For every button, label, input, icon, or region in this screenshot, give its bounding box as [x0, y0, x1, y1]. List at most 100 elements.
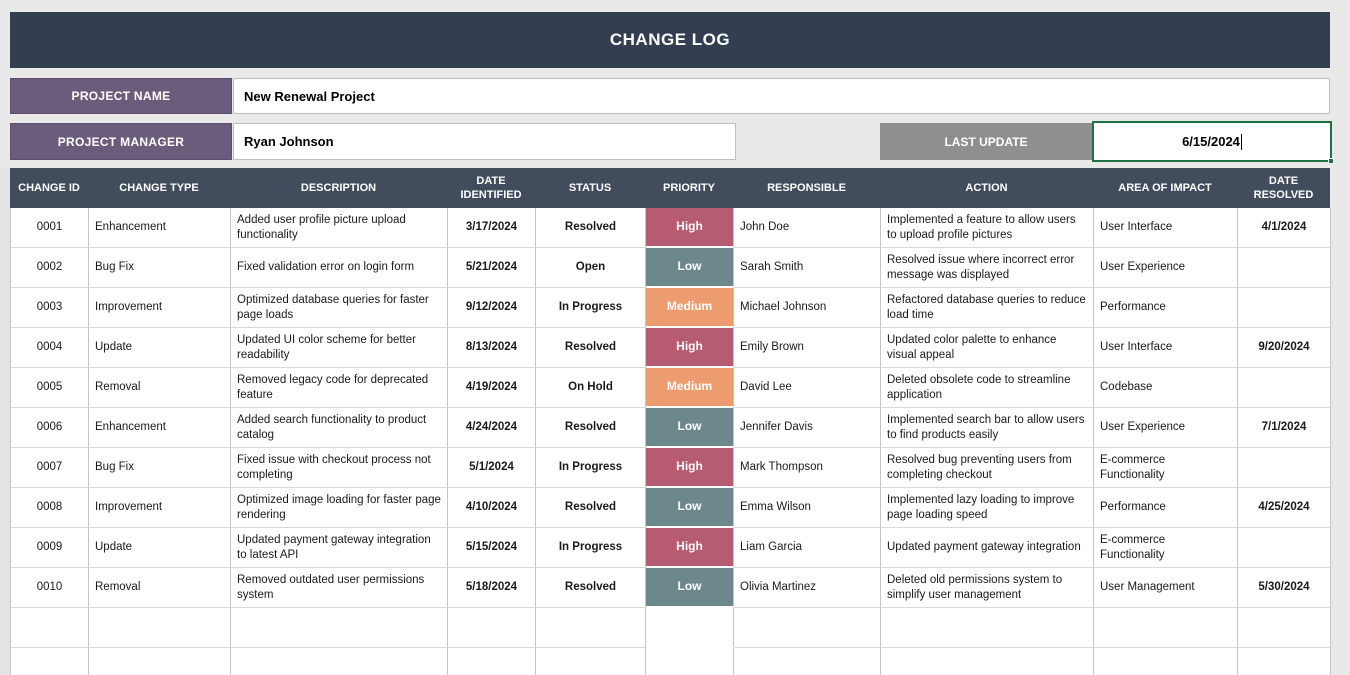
cell-date-identified[interactable]: 4/19/2024	[448, 368, 536, 408]
cell-id[interactable]: 0010	[11, 568, 89, 608]
cell-status[interactable]: Open	[536, 248, 646, 288]
cell-date-resolved[interactable]: 9/20/2024	[1238, 328, 1331, 368]
cell-id[interactable]: 0002	[11, 248, 89, 288]
cell-area[interactable]: User Interface	[1094, 208, 1238, 248]
cell-description[interactable]: Updated payment gateway integration to l…	[231, 528, 448, 568]
cell-status[interactable]: On Hold	[536, 368, 646, 408]
cell-date-resolved[interactable]	[1238, 608, 1331, 648]
cell-status[interactable]: Resolved	[536, 208, 646, 248]
cell-area[interactable]	[1094, 608, 1238, 648]
cell-description[interactable]: Added user profile picture upload functi…	[231, 208, 448, 248]
cell-id[interactable]: 0004	[11, 328, 89, 368]
cell-responsible[interactable]: Michael Johnson	[734, 288, 881, 328]
cell-date-identified[interactable]: 5/18/2024	[448, 568, 536, 608]
cell-date-identified[interactable]: 3/17/2024	[448, 208, 536, 248]
cell-status[interactable]: In Progress	[536, 448, 646, 488]
cell-date-identified[interactable]: 5/15/2024	[448, 528, 536, 568]
cell-date-resolved[interactable]: 5/30/2024	[1238, 568, 1331, 608]
cell-priority[interactable]: Medium	[646, 288, 734, 328]
cell-id[interactable]: 0006	[11, 408, 89, 448]
cell-responsible[interactable]: Emma Wilson	[734, 488, 881, 528]
cell-priority[interactable]: High	[646, 528, 734, 568]
cell-description[interactable]: Removed legacy code for deprecated featu…	[231, 368, 448, 408]
selection-fill-handle[interactable]	[1328, 158, 1334, 164]
cell-priority[interactable]: Medium	[646, 368, 734, 408]
cell-date-resolved[interactable]	[1238, 648, 1331, 675]
cell-id[interactable]: 0008	[11, 488, 89, 528]
cell-area[interactable]	[1094, 648, 1238, 675]
cell-action[interactable]: Refactored database queries to reduce lo…	[881, 288, 1094, 328]
last-update-input[interactable]: 6/15/2024	[1092, 121, 1334, 164]
cell-type[interactable]: Removal	[89, 568, 231, 608]
cell-status[interactable]: Resolved	[536, 488, 646, 528]
cell-responsible[interactable]: John Doe	[734, 208, 881, 248]
cell-responsible[interactable]	[734, 608, 881, 648]
cell-date-resolved[interactable]	[1238, 248, 1331, 288]
cell-priority[interactable]: High	[646, 448, 734, 488]
cell-priority[interactable]	[646, 608, 734, 648]
cell-priority[interactable]: Low	[646, 488, 734, 528]
cell-date-identified[interactable]: 4/10/2024	[448, 488, 536, 528]
cell-date-identified[interactable]: 5/1/2024	[448, 448, 536, 488]
cell-description[interactable]: Optimized image loading for faster page …	[231, 488, 448, 528]
cell-id[interactable]: 0009	[11, 528, 89, 568]
cell-action[interactable]: Deleted obsolete code to streamline appl…	[881, 368, 1094, 408]
cell-id[interactable]: 0001	[11, 208, 89, 248]
cell-priority[interactable]: Low	[646, 568, 734, 608]
cell-type[interactable]: Removal	[89, 368, 231, 408]
cell-action[interactable]: Updated color palette to enhance visual …	[881, 328, 1094, 368]
cell-area[interactable]: E-commerce Functionality	[1094, 448, 1238, 488]
cell-description[interactable]: Updated UI color scheme for better reada…	[231, 328, 448, 368]
cell-type[interactable]	[89, 648, 231, 675]
cell-type[interactable]: Enhancement	[89, 208, 231, 248]
cell-action[interactable]: Deleted old permissions system to simpli…	[881, 568, 1094, 608]
cell-type[interactable]: Enhancement	[89, 408, 231, 448]
cell-status[interactable]	[536, 608, 646, 648]
cell-area[interactable]: User Experience	[1094, 248, 1238, 288]
cell-status[interactable]: Resolved	[536, 408, 646, 448]
cell-area[interactable]: User Interface	[1094, 328, 1238, 368]
cell-date-identified[interactable]: 8/13/2024	[448, 328, 536, 368]
cell-date-identified[interactable]: 9/12/2024	[448, 288, 536, 328]
cell-type[interactable]	[89, 608, 231, 648]
cell-date-resolved[interactable]	[1238, 448, 1331, 488]
cell-action[interactable]: Implemented search bar to allow users to…	[881, 408, 1094, 448]
cell-date-resolved[interactable]: 4/1/2024	[1238, 208, 1331, 248]
cell-responsible[interactable]: Liam Garcia	[734, 528, 881, 568]
cell-date-resolved[interactable]: 4/25/2024	[1238, 488, 1331, 528]
cell-action[interactable]: Resolved issue where incorrect error mes…	[881, 248, 1094, 288]
cell-type[interactable]: Update	[89, 528, 231, 568]
cell-responsible[interactable]: Sarah Smith	[734, 248, 881, 288]
cell-date-identified[interactable]	[448, 608, 536, 648]
cell-area[interactable]: E-commerce Functionality	[1094, 528, 1238, 568]
cell-id[interactable]	[11, 648, 89, 675]
cell-action[interactable]: Resolved bug preventing users from compl…	[881, 448, 1094, 488]
cell-area[interactable]: User Experience	[1094, 408, 1238, 448]
cell-date-identified[interactable]	[448, 648, 536, 675]
cell-responsible[interactable]: Emily Brown	[734, 328, 881, 368]
cell-description[interactable]: Optimized database queries for faster pa…	[231, 288, 448, 328]
cell-priority[interactable]: High	[646, 328, 734, 368]
cell-id[interactable]: 0005	[11, 368, 89, 408]
cell-status[interactable]: In Progress	[536, 528, 646, 568]
cell-status[interactable]	[536, 648, 646, 675]
cell-type[interactable]: Update	[89, 328, 231, 368]
cell-type[interactable]: Bug Fix	[89, 448, 231, 488]
cell-description[interactable]	[231, 608, 448, 648]
cell-status[interactable]: Resolved	[536, 568, 646, 608]
cell-area[interactable]: Performance	[1094, 488, 1238, 528]
cell-description[interactable]	[231, 648, 448, 675]
cell-status[interactable]: In Progress	[536, 288, 646, 328]
cell-date-identified[interactable]: 4/24/2024	[448, 408, 536, 448]
cell-priority[interactable]	[646, 648, 734, 675]
cell-type[interactable]: Improvement	[89, 488, 231, 528]
cell-responsible[interactable]: Olivia Martinez	[734, 568, 881, 608]
cell-date-resolved[interactable]	[1238, 368, 1331, 408]
cell-action[interactable]: Implemented lazy loading to improve page…	[881, 488, 1094, 528]
cell-status[interactable]: Resolved	[536, 328, 646, 368]
cell-action[interactable]	[881, 608, 1094, 648]
cell-priority[interactable]: Low	[646, 408, 734, 448]
cell-area[interactable]: User Management	[1094, 568, 1238, 608]
cell-date-identified[interactable]: 5/21/2024	[448, 248, 536, 288]
cell-date-resolved[interactable]	[1238, 288, 1331, 328]
